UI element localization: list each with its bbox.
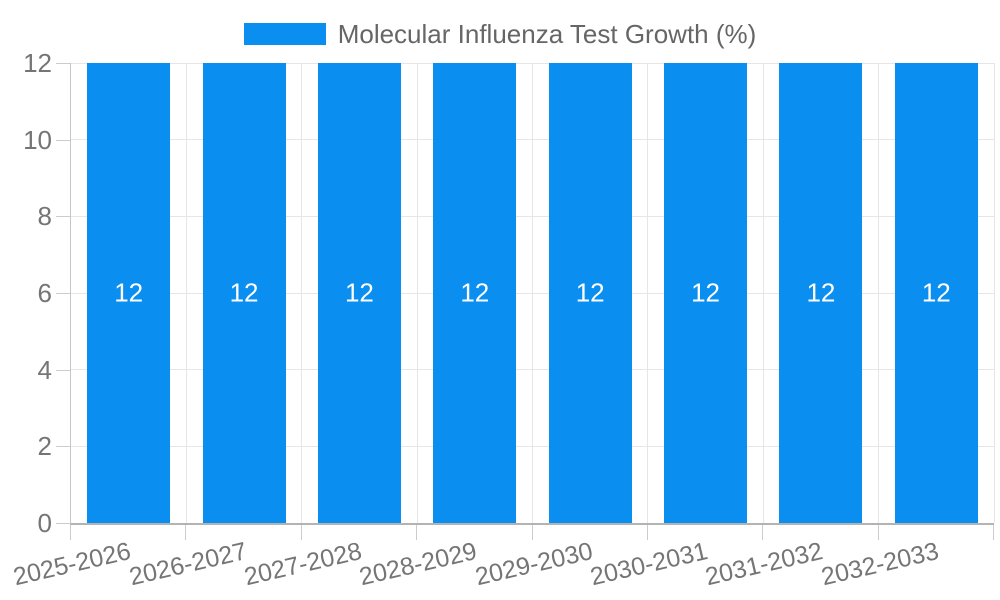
x-axis-tick: [877, 525, 879, 540]
bar-value-label: 12: [806, 277, 836, 308]
x-axis-tick: [993, 525, 994, 540]
x-axis-label: 2027-2028: [241, 537, 365, 592]
legend-label: Molecular Influenza Test Growth (%): [337, 19, 757, 49]
bar-2031-2032[interactable]: [779, 63, 863, 523]
bar-2030-2031[interactable]: [664, 63, 748, 523]
x-axis-tick: [185, 525, 187, 540]
x-axis-tick: [300, 525, 302, 540]
y-axis-tick: [56, 139, 70, 141]
x-gridline: [532, 63, 533, 523]
x-axis-label: 2028-2029: [356, 537, 480, 592]
bar-value-label: 12: [921, 277, 951, 308]
y-axis-label: 10: [23, 124, 52, 155]
bar-2027-2028[interactable]: [317, 63, 401, 523]
x-gridline: [185, 63, 187, 523]
y-axis-label: 2: [37, 431, 52, 462]
bar-2029-2030[interactable]: [548, 63, 632, 523]
x-axis-label: 2032-2033: [818, 537, 942, 592]
x-axis-tick: [416, 525, 418, 540]
x-gridline: [647, 63, 649, 523]
y-axis-tick: [56, 63, 70, 64]
x-axis-label: 2025-2026: [10, 537, 134, 592]
y-axis-label: 12: [23, 48, 52, 78]
x-axis-label: 2029-2030: [472, 537, 596, 592]
x-axis-tick: [70, 525, 71, 540]
x-axis-label: 2031-2032: [702, 537, 826, 592]
x-gridline: [993, 63, 995, 523]
bar-value-label: 12: [691, 277, 721, 308]
x-axis-label: 2026-2027: [126, 537, 249, 592]
y-axis-label: 8: [37, 201, 52, 232]
plot-area: 12 12 12 12 12 12 12 12: [70, 62, 995, 525]
bar-value-label: 12: [575, 277, 605, 308]
bar-value-label: 12: [460, 277, 490, 308]
bar-value-label: 12: [229, 277, 259, 308]
x-gridline: [301, 63, 303, 523]
y-axis-tick: [56, 216, 70, 218]
y-axis-label: 0: [37, 508, 52, 538]
bar-2032-2033[interactable]: [894, 63, 978, 523]
bar-2025-2026[interactable]: [87, 63, 171, 523]
y-axis-tick: [56, 293, 70, 294]
y-axis-label: 4: [37, 354, 52, 385]
legend-swatch: [243, 23, 326, 45]
x-gridline: [762, 63, 764, 523]
y-axis-tick: [56, 369, 70, 371]
x-axis-tick: [762, 525, 764, 540]
y-axis-label: 6: [37, 278, 52, 308]
bar-value-label: 12: [114, 277, 144, 308]
x-gridline: [878, 63, 880, 523]
bar-value-label: 12: [344, 277, 374, 308]
x-axis-label: 2030-2031: [587, 537, 711, 592]
chart-legend: Molecular Influenza Test Growth (%): [0, 21, 1000, 47]
y-axis-tick: [56, 446, 70, 448]
bar-2026-2027[interactable]: [202, 63, 286, 523]
y-axis-tick: [56, 523, 70, 524]
bar-2028-2029[interactable]: [433, 63, 517, 523]
x-gridline: [416, 63, 418, 523]
x-axis-tick: [531, 525, 533, 540]
x-axis-tick: [646, 525, 648, 540]
